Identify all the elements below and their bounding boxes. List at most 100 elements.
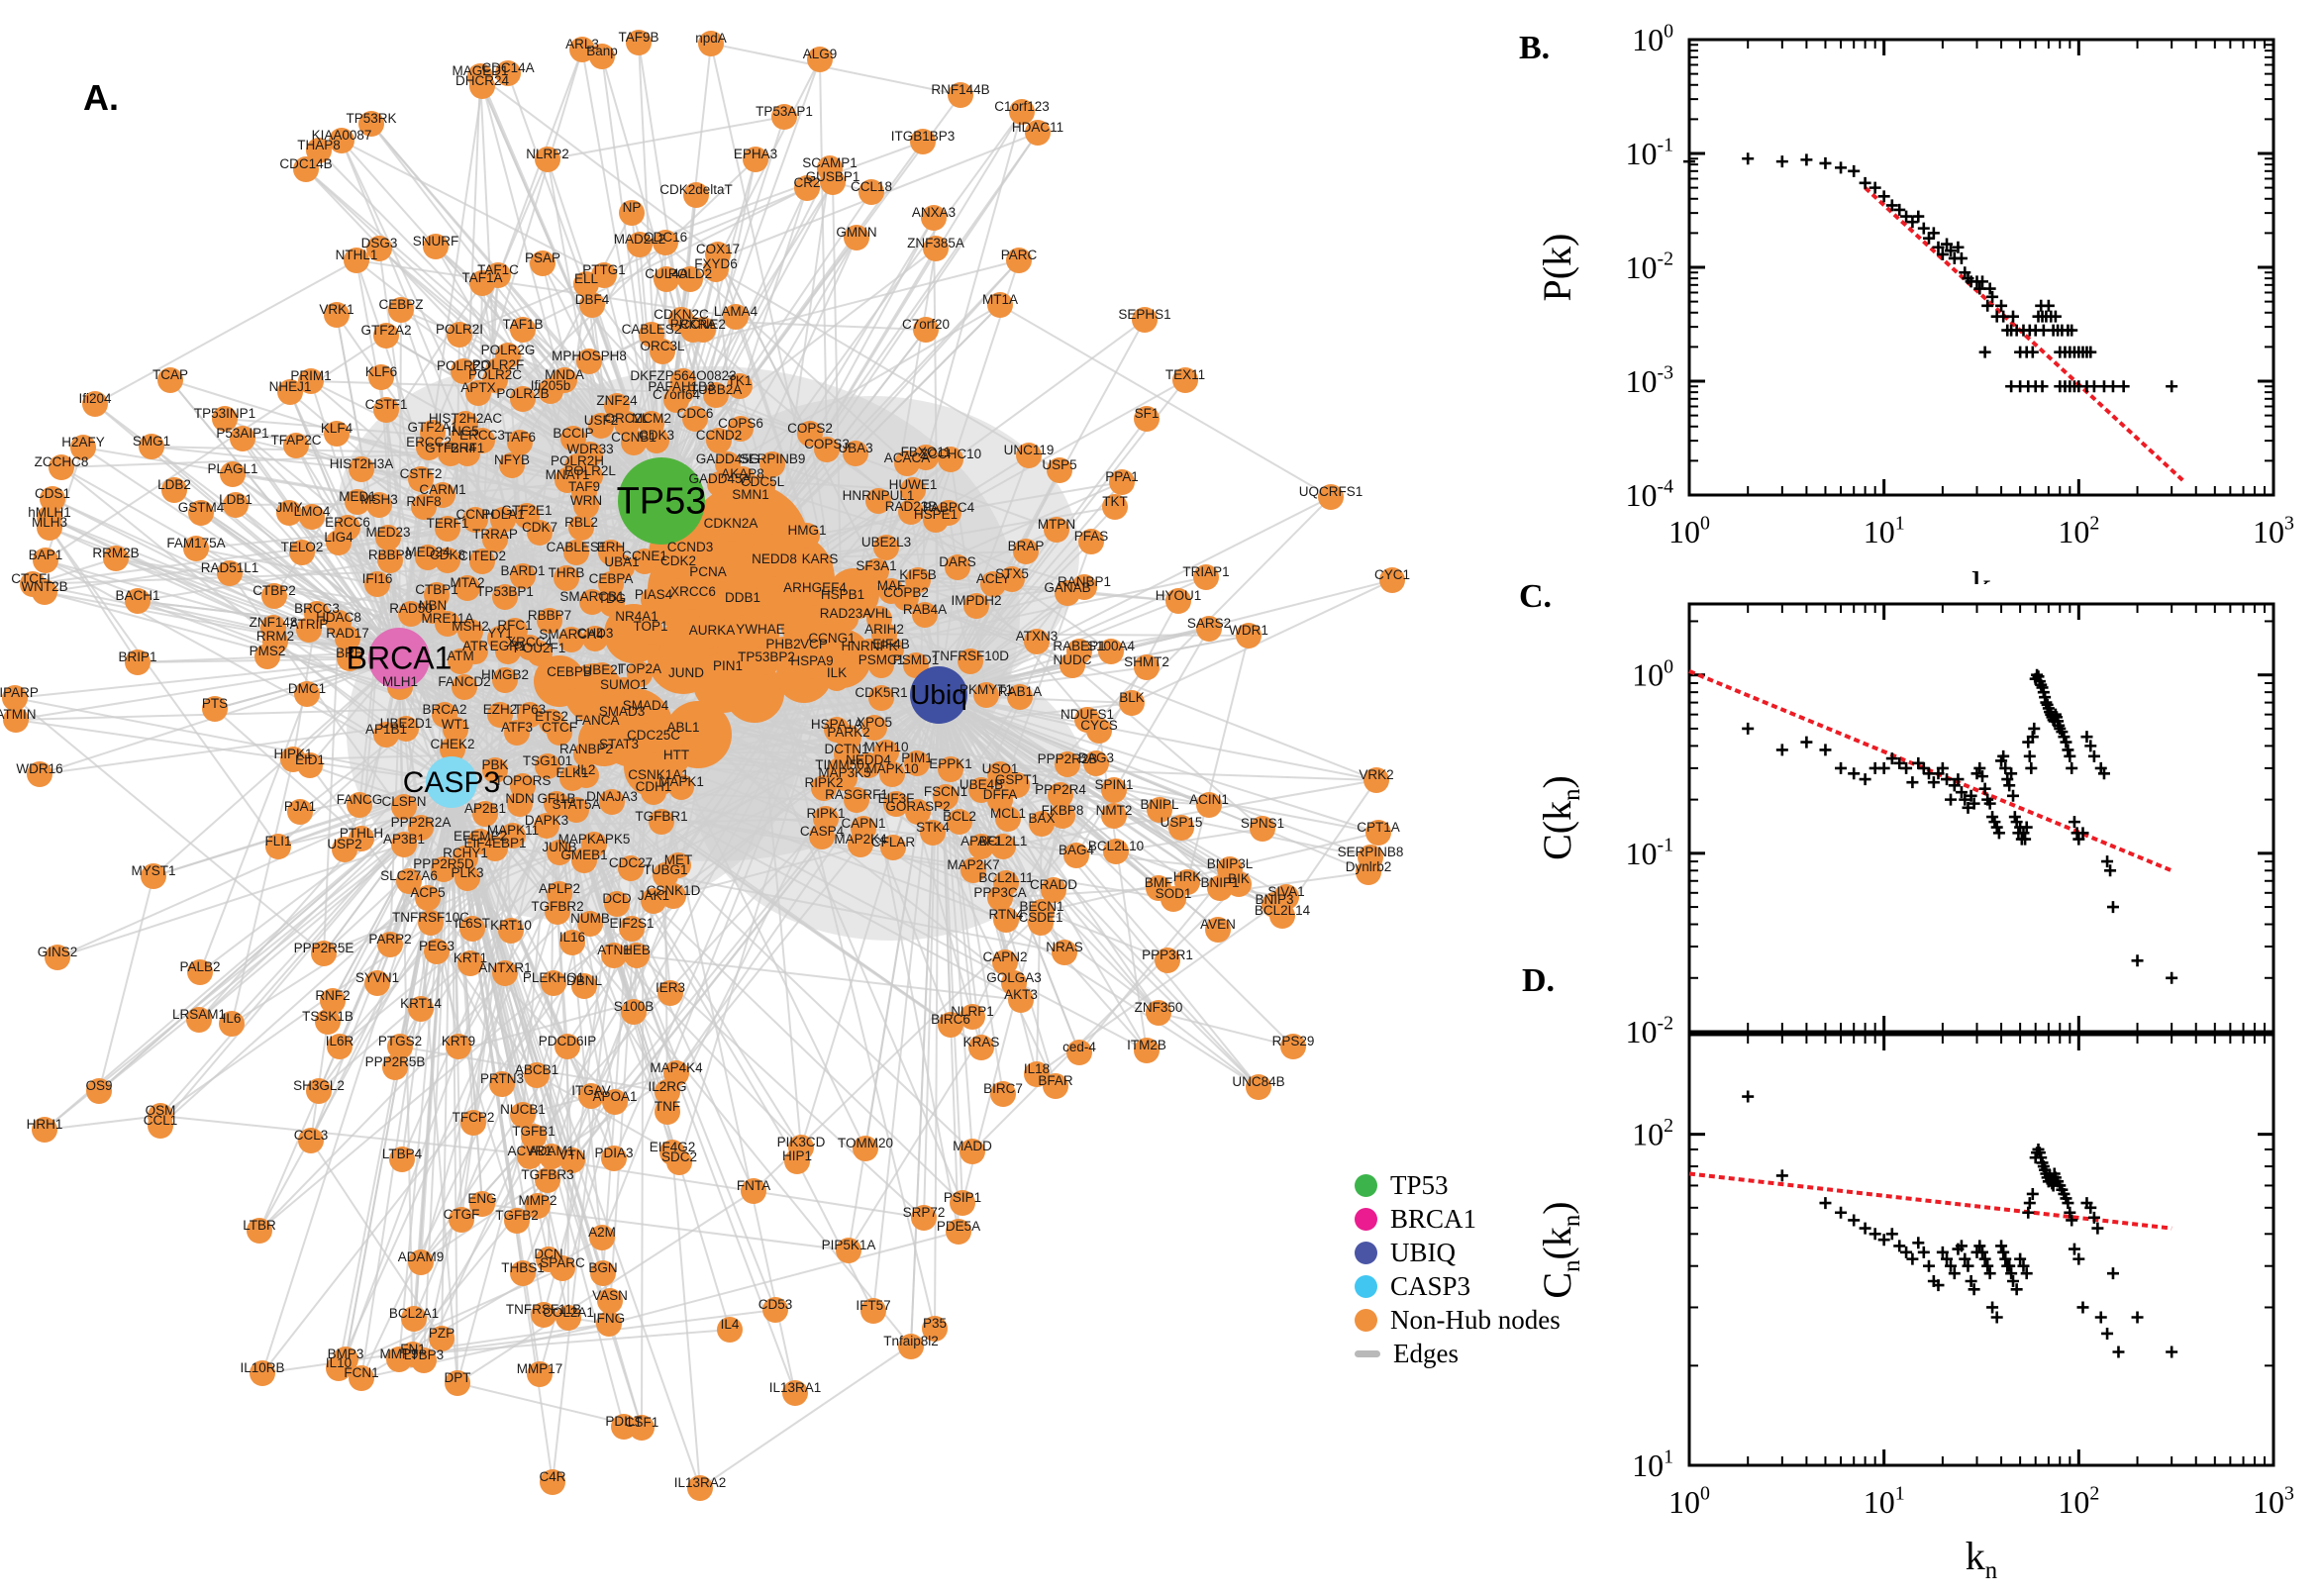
node-label: VRK2 [1359, 767, 1393, 782]
non-hub-node [510, 317, 536, 343]
node-label: DARS [939, 554, 976, 569]
non-hub-node [358, 111, 384, 137]
node-label: DNAJA3 [586, 789, 638, 804]
non-hub-node [487, 702, 513, 728]
non-hub-node [958, 648, 983, 674]
node-dot-icon [1355, 1207, 1377, 1231]
node-label: ANTXR1 [478, 960, 531, 975]
plot-pk-degree-distribution: 100 101 102 103 100 10-1 10-2 10-3 10-4 k P(k) [1511, 12, 2323, 608]
node-label: EZH2 [483, 702, 518, 717]
non-hub-node [844, 225, 869, 250]
node-label: SH3GL2 [293, 1078, 345, 1093]
node-label: PRKRA [670, 317, 717, 332]
non-hub-node [999, 566, 1025, 592]
node-label: UBE4B [960, 777, 1003, 792]
node-label: MLH1 [382, 674, 418, 689]
node-label: S100A4 [1087, 639, 1136, 653]
non-hub-node [451, 358, 476, 384]
node-label: HNRNPUL1 [843, 488, 915, 503]
node-label: ERCC2 [406, 435, 452, 449]
node-label: BFAR [1038, 1073, 1073, 1088]
node-label: ced-4 [1062, 1040, 1096, 1054]
node-label: TERF1 [427, 516, 469, 531]
node-label: CDK7 [522, 520, 557, 535]
node-label: FN1 [400, 1342, 426, 1356]
node-label: WDR1 [1229, 623, 1268, 638]
non-hub-node [517, 1144, 543, 1169]
non-hub-node [202, 696, 228, 722]
node-label: npdA [695, 31, 727, 46]
node-label: RAD23B [885, 499, 938, 514]
node-label: CCNH [456, 507, 495, 522]
non-hub-node [482, 836, 508, 861]
node-label: DCN [534, 1247, 562, 1261]
node-label: KARS [802, 551, 839, 566]
legend-label: UBIQ [1390, 1237, 1456, 1267]
non-hub-node [435, 516, 460, 542]
node-label: NUDC [1054, 652, 1092, 667]
node-label: MAGED1 [452, 63, 508, 78]
node-label: RABEP1 [1053, 639, 1105, 653]
y-axis-label: C(kn​) [1535, 775, 1585, 860]
non-hub-node [517, 702, 543, 728]
node-label: HNRNPK [841, 639, 897, 653]
node-label: ATF3 [501, 720, 533, 735]
node-label: SNURF [413, 234, 459, 249]
non-hub-node [579, 292, 605, 318]
non-hub-node [27, 761, 52, 787]
non-hub-node [525, 1193, 551, 1219]
non-hub-node [923, 236, 949, 261]
node-label: NTHL1 [336, 248, 378, 262]
node-label: SHMT2 [1124, 654, 1169, 669]
node-label: ATM [447, 648, 474, 663]
non-hub-node [186, 1007, 212, 1033]
node-label: GSPT1 [995, 772, 1039, 787]
node-label: PDIA3 [594, 1146, 633, 1160]
non-hub-node [418, 910, 444, 936]
node-label: CYC1 [1374, 567, 1410, 582]
node-label: FXYD6 [694, 256, 738, 271]
node-label: LTBP3 [404, 1347, 444, 1362]
node-label: MED24 [405, 545, 451, 559]
node-label: UNC119 [1004, 443, 1055, 457]
node-label: TIMM50 [815, 757, 864, 772]
node-label: NDUFS1 [1060, 707, 1114, 722]
node-label: ACP5 [410, 885, 445, 900]
node-label: TFAP2C [270, 433, 321, 448]
non-hub-node [1052, 940, 1077, 965]
non-hub-node [1078, 529, 1104, 554]
node-label: TSG101 [523, 753, 572, 768]
node-label: CDC14A [481, 60, 534, 75]
non-hub-node [324, 421, 350, 447]
node-label: SMARCB1 [559, 589, 624, 604]
node-label: PPP2R5D [413, 856, 474, 871]
node-label: PARC [1001, 248, 1038, 262]
node-label: ATXN3 [1016, 629, 1059, 644]
node-label: PMS2 [250, 644, 286, 658]
node-label: ORC3L [640, 339, 685, 353]
node-label: MRE11A [421, 611, 473, 626]
node-label: MSH3 [360, 492, 398, 507]
non-hub-node [349, 1365, 374, 1391]
node-label: CSTF1 [365, 397, 408, 412]
node-label: ING5 [448, 424, 479, 439]
node-label: CCND2 [696, 428, 743, 443]
node-label: TAF1B [502, 317, 543, 332]
non-hub-node [727, 373, 753, 399]
node-label: PIP5K1A [822, 1238, 876, 1252]
non-hub-node [987, 292, 1013, 318]
non-hub-node [836, 1238, 861, 1263]
non-hub-node [858, 179, 884, 205]
node-label: BRCA2 [422, 702, 466, 717]
node-label: ADAM1 [529, 1144, 575, 1158]
non-hub-node [922, 1316, 948, 1342]
non-hub-node [571, 973, 597, 999]
non-hub-node [963, 593, 989, 619]
node-label: CARM1 [419, 482, 465, 497]
non-hub-node [873, 740, 899, 765]
non-hub-node [807, 551, 833, 577]
non-hub-node [695, 564, 721, 590]
node-label: EIF4EBP1 [463, 836, 526, 850]
non-hub-node [1063, 843, 1089, 868]
